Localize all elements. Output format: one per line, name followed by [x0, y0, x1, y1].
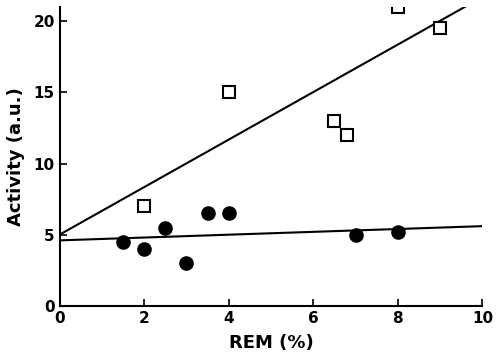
Y-axis label: Activity (a.u.): Activity (a.u.): [7, 87, 25, 226]
X-axis label: REM (%): REM (%): [228, 334, 314, 352]
